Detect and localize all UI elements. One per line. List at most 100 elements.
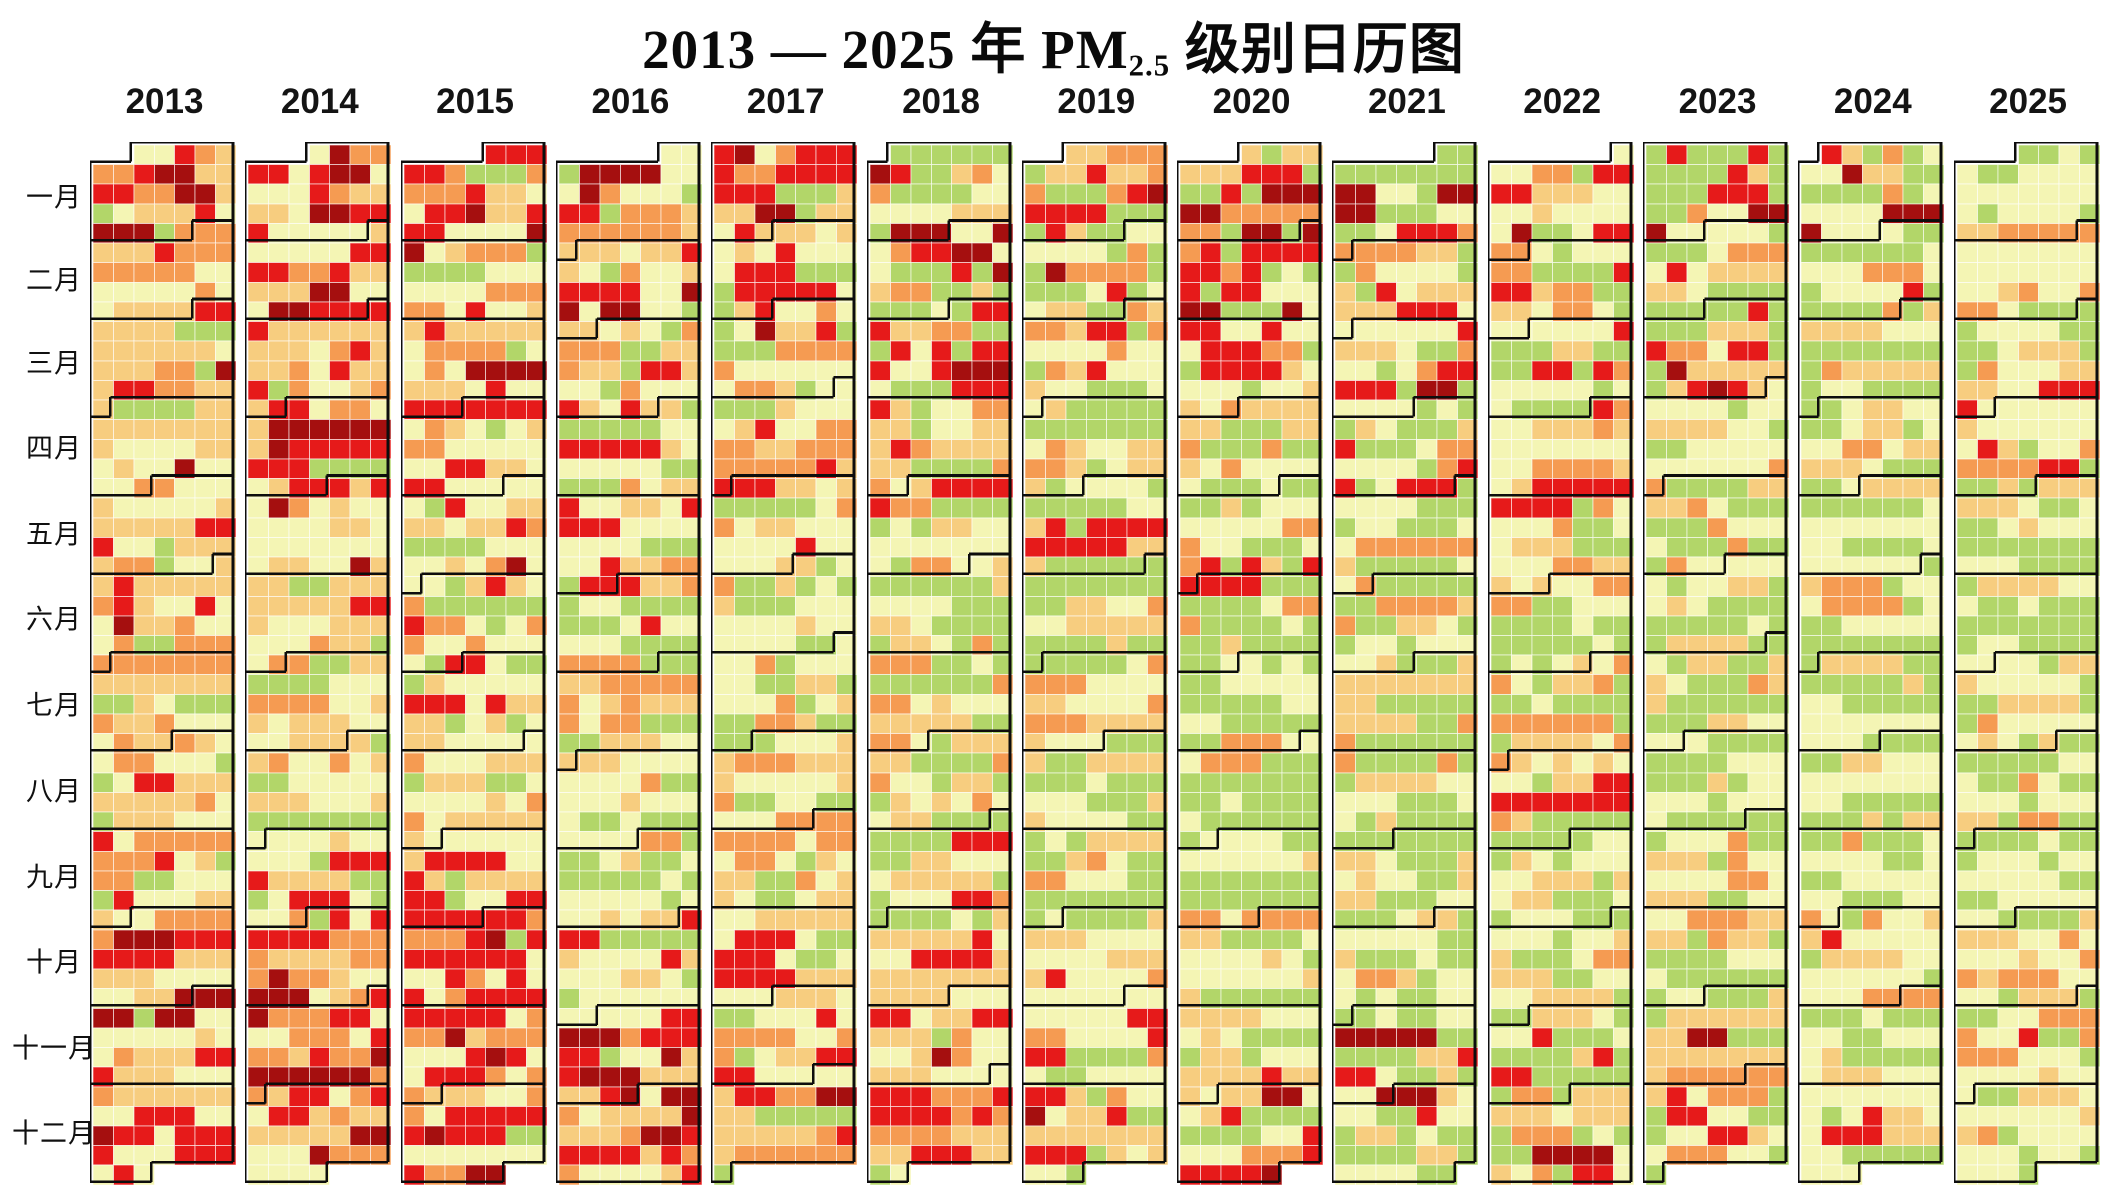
day-cell [558, 497, 580, 519]
day-cell [153, 340, 176, 362]
day-cell [1976, 164, 1998, 185]
day-cell [1355, 360, 1377, 381]
day-cell [1821, 1027, 1843, 1049]
day-cell [1334, 791, 1357, 813]
day-cell [1902, 438, 1925, 460]
year-calendar-2022 [1487, 142, 1635, 1185]
day-cell [1437, 713, 1459, 735]
year-calendar-2024 [1798, 142, 1945, 1185]
day-cell [505, 281, 527, 303]
day-cell [1976, 831, 1998, 852]
day-cell [403, 968, 425, 990]
day-cell [1841, 870, 1864, 892]
day-cell [795, 1086, 817, 1107]
day-cell [1747, 262, 1770, 283]
day-cell [1044, 1125, 1067, 1147]
day-cell [950, 693, 973, 715]
day-cell [1862, 693, 1884, 715]
day-cell [1281, 517, 1304, 538]
day-cell [1882, 733, 1904, 754]
day-cell [599, 850, 621, 872]
day-cell [774, 340, 797, 362]
day-cell [1902, 222, 1925, 244]
day-cell [1085, 929, 1108, 950]
day-cell [194, 222, 217, 244]
day-cell [1841, 968, 1864, 990]
day-cell [1686, 497, 1708, 519]
day-cell [578, 870, 601, 892]
day-cell [599, 1145, 621, 1166]
day-cell [194, 419, 217, 440]
day-cell [1126, 654, 1148, 676]
day-cell [713, 674, 736, 695]
day-cell [1727, 988, 1749, 1009]
day-cell [909, 242, 932, 264]
day-cell [1200, 674, 1222, 695]
day-cell [268, 968, 290, 990]
day-cell [1862, 1105, 1884, 1127]
day-cell [660, 831, 682, 852]
day-cell [247, 340, 270, 362]
day-cell [734, 831, 756, 852]
day-cell [1862, 1027, 1884, 1049]
day-cell [1821, 654, 1843, 676]
day-cell [403, 1145, 425, 1166]
day-cell [1821, 438, 1843, 460]
day-cell [1044, 262, 1067, 283]
day-cell [815, 438, 838, 460]
day-cell [1800, 321, 1823, 342]
day-cell [112, 517, 135, 538]
day-cell [443, 517, 466, 538]
day-cell [484, 595, 507, 617]
day-cell [133, 203, 155, 224]
day-cell [1706, 1007, 1729, 1029]
day-cell [247, 203, 270, 224]
day-cell [1179, 321, 1202, 342]
day-cell [1065, 595, 1087, 617]
day-cell [1645, 595, 1667, 617]
day-cell [1686, 909, 1708, 931]
day-cell [889, 1125, 911, 1147]
day-cell [309, 164, 331, 185]
day-cell [349, 733, 372, 754]
day-cell [1490, 203, 1512, 224]
day-cell [1375, 968, 1398, 990]
month-label-4: 四月 [26, 433, 82, 464]
day-cell [247, 674, 270, 695]
day-cell [1375, 360, 1398, 381]
day-cell [174, 674, 196, 695]
day-cell [815, 144, 838, 166]
day-cell [734, 1027, 756, 1049]
day-cell [1200, 1125, 1222, 1147]
day-cell [1996, 242, 2019, 264]
day-cell [1531, 811, 1553, 833]
day-cell [1126, 1125, 1148, 1147]
day-cell [1355, 1027, 1377, 1049]
day-cell [288, 183, 311, 205]
day-cell [1727, 595, 1749, 617]
day-cell [1747, 831, 1770, 852]
day-cell [660, 772, 682, 793]
day-cell [1375, 281, 1398, 303]
day-cell [578, 1125, 601, 1147]
day-cell [1490, 713, 1512, 735]
day-cell [1551, 379, 1573, 401]
day-cell [1996, 576, 2019, 597]
day-cell [1902, 144, 1925, 166]
day-cell [349, 1047, 372, 1068]
day-cell [2017, 321, 2039, 342]
day-cell [1531, 1125, 1553, 1147]
day-cell [1416, 831, 1439, 852]
day-cell [640, 850, 662, 872]
day-cell [403, 595, 425, 617]
day-cell [505, 772, 527, 793]
day-cell [930, 733, 952, 754]
day-cell [640, 360, 662, 381]
day-cell [1281, 674, 1304, 695]
day-cell [1396, 1047, 1418, 1068]
day-cell [1200, 517, 1222, 538]
day-cell [1956, 948, 1978, 970]
day-cell [1996, 693, 2019, 715]
day-cell [133, 968, 155, 990]
day-cell [1024, 517, 1046, 538]
